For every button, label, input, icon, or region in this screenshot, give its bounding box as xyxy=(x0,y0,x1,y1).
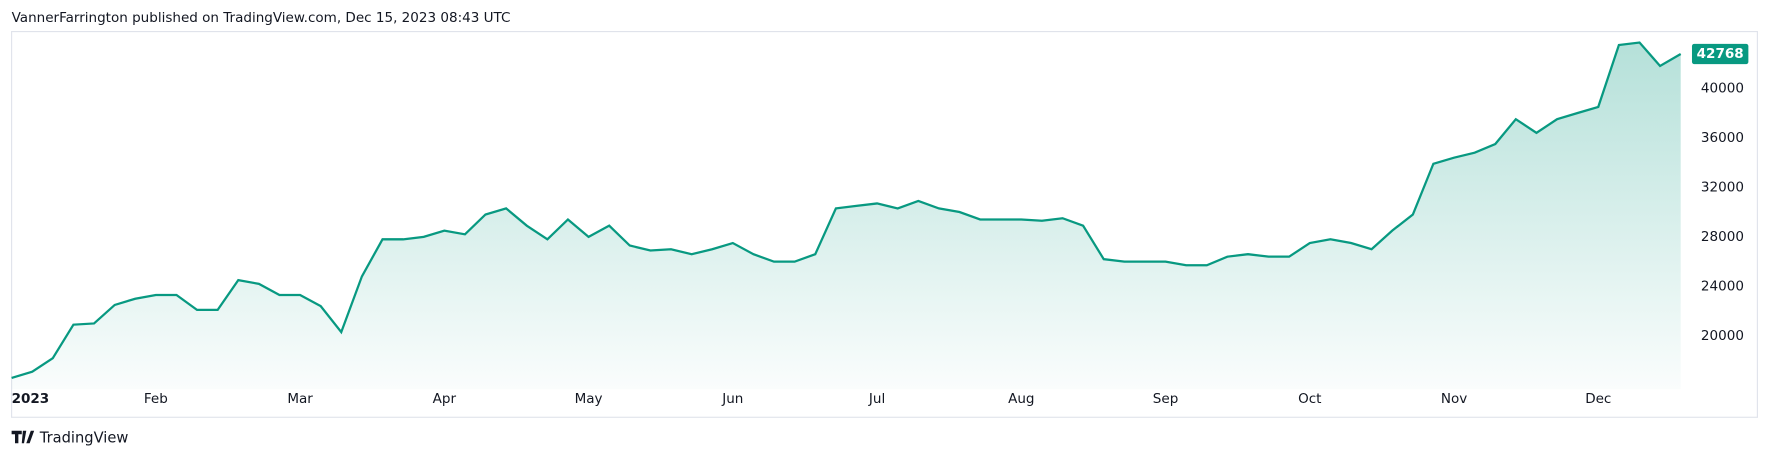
area xyxy=(11,42,1681,390)
x-tick-label: Feb xyxy=(144,391,168,407)
header: VannerFarrington published on TradingVie… xyxy=(12,10,511,26)
x-tick-label: Jul xyxy=(868,391,885,407)
price-badge xyxy=(1691,43,1749,65)
frame xyxy=(11,31,1758,418)
x-tick-label: Dec xyxy=(1585,391,1611,407)
y-tick-label: 24000 xyxy=(1701,278,1744,294)
y-tick-label: 20000 xyxy=(1701,328,1744,344)
y-tick-label: 32000 xyxy=(1701,179,1744,195)
x-tick-label: May xyxy=(575,391,603,407)
y-tick-label: 40000 xyxy=(1701,80,1744,96)
x-tick-label: Mar xyxy=(287,391,313,407)
x-tick-label: Oct xyxy=(1298,391,1321,407)
x-tick-label: Aug xyxy=(1008,391,1034,407)
x-tick-label: Apr xyxy=(433,391,457,407)
y-tick-label: 36000 xyxy=(1701,130,1744,146)
x-tick-label: Jun xyxy=(721,391,743,407)
x-tick-label: 2023 xyxy=(12,391,50,407)
x-tick-label: Sep xyxy=(1153,391,1178,407)
logo xyxy=(11,430,35,444)
x-tick-label: Nov xyxy=(1441,391,1467,407)
y-tick-label: 28000 xyxy=(1701,229,1744,245)
brand: TradingView xyxy=(39,430,129,447)
price-label: 42768 xyxy=(1697,46,1744,62)
line xyxy=(11,41,1682,379)
